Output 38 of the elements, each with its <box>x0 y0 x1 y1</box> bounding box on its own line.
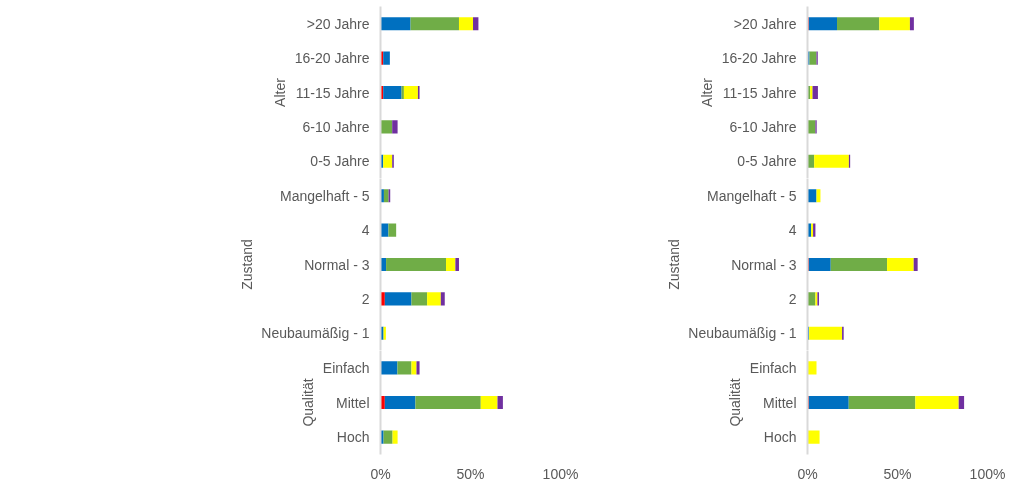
y-tick-label: Neubaumäßig - 1 <box>261 325 370 342</box>
y-tick-label: 0-5 Jahre <box>310 153 370 170</box>
y-tick-label: 16-20 Jahre <box>294 50 370 67</box>
y-tick-label: 2 <box>361 290 370 307</box>
y-tick-label: Einfach <box>322 359 370 376</box>
y-tick-label: Mittel <box>763 394 797 411</box>
y-tick-label: Mittel <box>336 394 370 411</box>
y-tick-label: 4 <box>361 222 370 239</box>
text: Zustand <box>665 239 682 290</box>
y-tick-label: >20 Jahre <box>306 15 370 32</box>
y-tick-label: Hoch <box>763 429 797 446</box>
y-tick-label: 16-20 Jahre <box>721 50 797 67</box>
y-tick-label: Normal - 3 <box>304 256 370 273</box>
y-tick-label: 11-15 Jahre <box>295 84 370 101</box>
x-tick-label: 50% <box>456 465 485 482</box>
y-tick-label: 4 <box>788 222 797 239</box>
y-tick-label: 6-10 Jahre <box>729 118 797 135</box>
y-tick-label: 2 <box>788 290 797 307</box>
x-tick-label: 0% <box>370 465 391 482</box>
y-tick-label: 11-15 Jahre <box>722 84 797 101</box>
y-tick-label: Einfach <box>749 359 797 376</box>
x-tick-label: 50% <box>883 465 912 482</box>
y-tick-label: Mangelhaft - 5 <box>707 187 797 204</box>
y-tick-label: Hoch <box>336 429 370 446</box>
y-tick-label: 0-5 Jahre <box>737 153 797 170</box>
y-tick-label: 6-10 Jahre <box>302 118 370 135</box>
text: Qualität <box>726 378 743 427</box>
x-tick-label: 100% <box>969 465 1006 482</box>
text: Alter <box>271 77 288 107</box>
y-tick-label: Mangelhaft - 5 <box>280 187 370 204</box>
x-tick-label: 0% <box>797 465 818 482</box>
y-tick-label: Normal - 3 <box>731 256 797 273</box>
x-tick-label: 100% <box>542 465 579 482</box>
text: Zustand <box>238 239 255 290</box>
y-tick-label: Neubaumäßig - 1 <box>688 325 797 342</box>
y-tick-label: >20 Jahre <box>733 15 797 32</box>
text: Qualität <box>299 378 316 427</box>
text: Alter <box>698 77 715 107</box>
